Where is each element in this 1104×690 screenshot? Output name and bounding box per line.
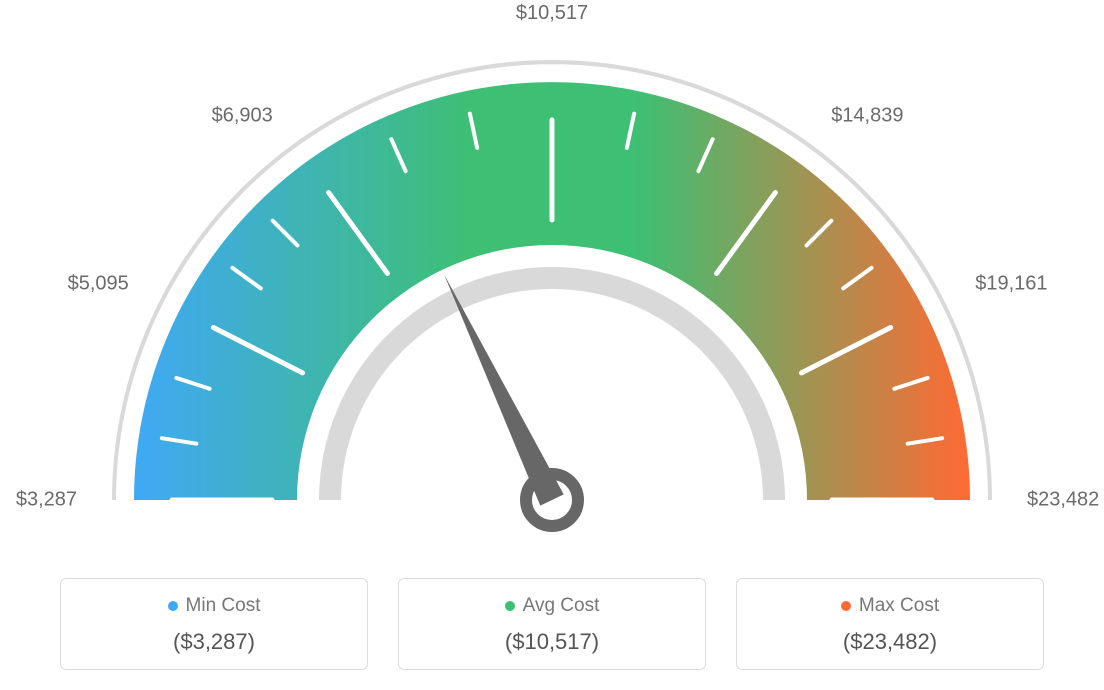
legend-card-avg: Avg Cost ($10,517) <box>398 578 706 670</box>
dot-icon <box>505 601 515 611</box>
legend-label: Min Cost <box>186 595 261 617</box>
gauge-tick-label: $3,287 <box>16 489 77 512</box>
legend-value: ($10,517) <box>409 629 695 655</box>
legend-title-max: Max Cost <box>841 595 939 617</box>
legend-row: Min Cost ($3,287) Avg Cost ($10,517) Max… <box>60 578 1044 670</box>
gauge-tick-label: $23,482 <box>1027 489 1099 512</box>
gauge-tick-label: $14,839 <box>831 104 903 127</box>
legend-card-max: Max Cost ($23,482) <box>736 578 1044 670</box>
gauge-svg <box>0 0 1104 560</box>
gauge-tick-label: $19,161 <box>975 273 1047 296</box>
chart-wrapper: $3,287 $5,095 $6,903 $10,517 $14,839 $19,161 $… <box>0 0 1104 690</box>
legend-label: Max Cost <box>859 595 939 617</box>
legend-title-min: Min Cost <box>168 595 261 617</box>
gauge-area: $3,287 $5,095 $6,903 $10,517 $14,839 $19,161 $… <box>0 0 1104 560</box>
legend-label: Avg Cost <box>523 595 600 617</box>
dot-icon <box>168 601 178 611</box>
legend-title-avg: Avg Cost <box>505 595 600 617</box>
gauge-tick-label: $5,095 <box>68 273 129 296</box>
gauge-tick-label: $10,517 <box>516 2 588 25</box>
legend-value: ($23,482) <box>747 629 1033 655</box>
dot-icon <box>841 601 851 611</box>
gauge-tick-label: $6,903 <box>212 104 273 127</box>
legend-value: ($3,287) <box>71 629 357 655</box>
legend-card-min: Min Cost ($3,287) <box>60 578 368 670</box>
